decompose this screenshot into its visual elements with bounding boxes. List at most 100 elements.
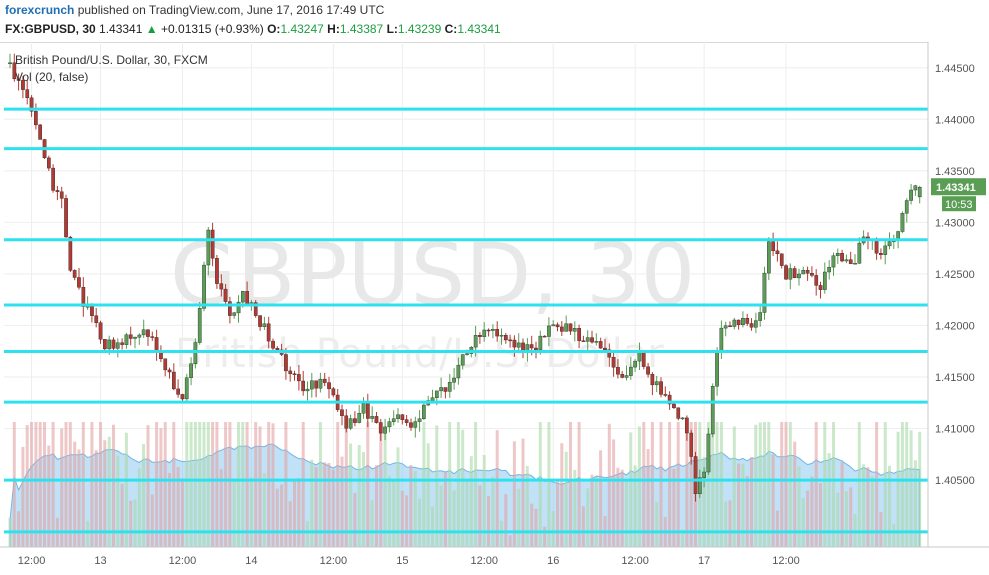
candle-body[interactable] [672, 403, 676, 408]
candle-body[interactable] [292, 373, 297, 375]
candle-body[interactable] [133, 336, 137, 339]
candle-body[interactable] [551, 324, 556, 327]
candle-body[interactable] [47, 157, 51, 169]
candle-body[interactable] [404, 419, 409, 423]
candle-body[interactable] [38, 124, 42, 140]
candle-body[interactable] [400, 414, 405, 420]
candle-body[interactable] [823, 271, 827, 290]
candle-body[interactable] [430, 397, 435, 401]
candle-body[interactable] [68, 236, 73, 271]
candle-body[interactable] [361, 403, 366, 414]
candle-body[interactable] [611, 357, 616, 368]
candle-body[interactable] [232, 312, 237, 316]
candle-body[interactable] [460, 354, 465, 366]
candle-body[interactable] [723, 325, 728, 329]
candle-body[interactable] [516, 342, 521, 348]
candle-body[interactable] [616, 367, 620, 375]
candle-body[interactable] [624, 375, 629, 378]
candle-body[interactable] [184, 377, 189, 400]
candle-body[interactable] [245, 291, 249, 305]
volume-indicator-title[interactable]: Vol (20, false) [15, 70, 88, 84]
candle-body[interactable] [197, 308, 202, 343]
candle-body[interactable] [331, 388, 336, 396]
candle-body[interactable] [805, 269, 810, 274]
candle-body[interactable] [767, 241, 771, 274]
candle-body[interactable] [391, 418, 396, 422]
candle-body[interactable] [115, 342, 120, 349]
symbol-label[interactable]: FX:GBPUSD, 30 [5, 22, 96, 36]
candle-body[interactable] [396, 414, 400, 419]
candle-body[interactable] [370, 416, 374, 419]
candle-body[interactable] [98, 322, 103, 340]
candle-body[interactable] [297, 374, 301, 382]
candle-body[interactable] [835, 252, 840, 256]
candle-body[interactable] [81, 286, 86, 307]
candle-body[interactable] [844, 259, 849, 262]
candle-body[interactable] [223, 288, 228, 302]
candle-body[interactable] [754, 320, 758, 328]
candle-body[interactable] [374, 416, 379, 423]
candle-body[interactable] [784, 265, 788, 280]
candle-body[interactable] [702, 471, 706, 479]
candle-body[interactable] [102, 339, 107, 350]
candle-body[interactable] [732, 319, 737, 327]
candle-body[interactable] [310, 380, 314, 390]
candle-body[interactable] [473, 335, 478, 348]
candle-body[interactable] [762, 272, 767, 313]
candle-body[interactable] [55, 190, 60, 192]
candle-body[interactable] [758, 312, 762, 321]
candle-body[interactable] [667, 394, 672, 405]
candle-body[interactable] [883, 245, 888, 255]
candle-body[interactable] [568, 323, 573, 332]
candle-body[interactable] [348, 418, 353, 429]
candle-body[interactable] [659, 381, 663, 395]
candle-body[interactable] [654, 381, 659, 386]
candle-body[interactable] [154, 337, 159, 352]
candle-body[interactable] [900, 213, 905, 232]
candle-body[interactable] [193, 342, 198, 364]
candle-body[interactable] [499, 335, 504, 337]
candle-body[interactable] [663, 394, 668, 396]
candle-body[interactable] [202, 264, 206, 309]
candle-body[interactable] [598, 341, 603, 349]
candle-body[interactable] [909, 189, 913, 201]
candle-body[interactable] [275, 348, 280, 351]
candle-body[interactable] [150, 336, 155, 338]
candle-body[interactable] [353, 418, 357, 423]
candle-body[interactable] [818, 285, 823, 290]
candle-body[interactable] [917, 186, 922, 198]
candle-body[interactable] [529, 344, 534, 349]
candle-body[interactable] [736, 319, 741, 325]
candle-body[interactable] [491, 329, 495, 331]
candle-body[interactable] [439, 387, 443, 392]
candle-body[interactable] [775, 250, 780, 255]
price-axis[interactable]: 1.44500 1.44000 1.43500 1.43000 1.42500 1.420… [927, 42, 989, 575]
candle-body[interactable] [478, 335, 482, 337]
candle-body[interactable] [874, 239, 879, 254]
candle-body[interactable] [107, 339, 111, 350]
candle-body[interactable] [504, 335, 508, 341]
candle-body[interactable] [219, 283, 224, 290]
candle-body[interactable] [340, 409, 344, 416]
candle-body[interactable] [120, 342, 124, 345]
candle-body[interactable] [206, 229, 211, 266]
candle-body[interactable] [685, 417, 689, 434]
candle-body[interactable] [171, 371, 176, 390]
candle-body[interactable] [603, 347, 607, 350]
candle-body[interactable] [831, 255, 836, 268]
candle-body[interactable] [547, 325, 551, 337]
series-title[interactable]: British Pound/U.S. Dollar, 30, FXCM [15, 53, 208, 67]
candle-body[interactable] [810, 272, 814, 276]
candle-body[interactable] [633, 360, 637, 368]
candle-body[interactable] [706, 433, 711, 473]
candle-body[interactable] [378, 422, 383, 434]
candle-body[interactable] [128, 334, 133, 339]
candle-body[interactable] [29, 97, 34, 112]
candle-body[interactable] [305, 388, 310, 392]
candle-body[interactable] [728, 325, 732, 327]
candle-body[interactable] [12, 62, 17, 79]
candle-body[interactable] [585, 337, 590, 342]
candle-body[interactable] [314, 380, 318, 389]
candle-body[interactable] [594, 341, 599, 343]
candle-body[interactable] [90, 306, 94, 316]
